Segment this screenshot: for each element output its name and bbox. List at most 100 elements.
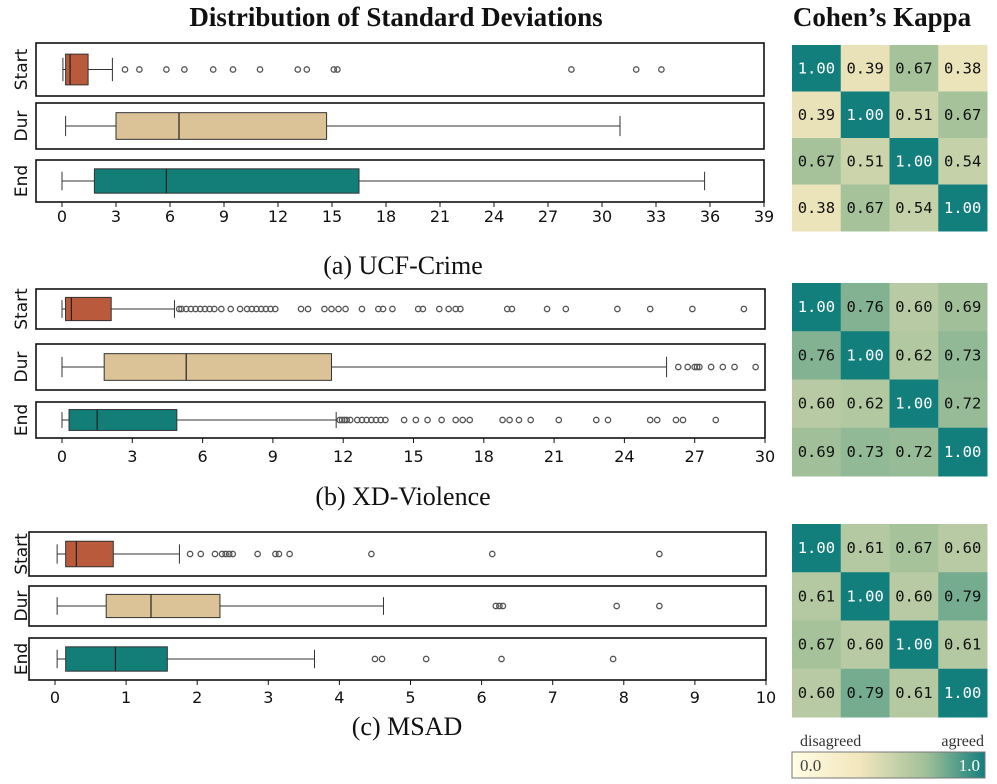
iqr-box: [65, 53, 89, 86]
outlier-point: [267, 305, 274, 313]
heatmap-cell-label: 1.00: [846, 106, 883, 124]
heatmap-cell-label: 1.00: [895, 395, 932, 413]
outlier-point: [254, 550, 261, 558]
outlier-point: [334, 66, 341, 73]
x-axis: 0 3 6 9 12 15 18 21 24 27 30: [57, 438, 775, 466]
heatmap-cell-label: 0.61: [846, 539, 883, 557]
outlier-point: [358, 305, 366, 313]
outlier-point: [338, 416, 346, 424]
outlier-point: [178, 305, 185, 313]
outlier-point: [646, 416, 654, 424]
kappa-heatmap-ucf-crime: 1.00 0.39 0.67 0.38 0.39 1.00 0.51 0.67 0.67 0.51…: [792, 45, 988, 232]
outlier-point: [187, 305, 195, 313]
outlier-point: [186, 550, 194, 558]
outlier-point: [438, 416, 445, 424]
outlier-point: [568, 66, 575, 73]
outlier-point: [555, 416, 563, 424]
row-label-start: Start: [12, 48, 32, 90]
heatmap-cell: [938, 379, 988, 429]
outlier-point: [672, 416, 680, 424]
outlier-point: [374, 305, 382, 313]
outlier-point: [740, 305, 748, 313]
outlier-point: [136, 66, 143, 73]
heatmap-cell: [938, 45, 988, 92]
x-tick-label: 39: [754, 207, 774, 226]
x-tick-label: 18: [474, 447, 494, 466]
outlier-point: [452, 305, 460, 313]
x-tick-label: 12: [268, 207, 288, 226]
outlier-point: [707, 363, 715, 371]
outlier-point: [209, 66, 217, 73]
outlier-point: [229, 66, 237, 73]
outlier-point: [543, 305, 551, 313]
x-tick-label: 6: [477, 688, 487, 707]
x-tick-label: 6: [198, 447, 208, 466]
outlier-point: [655, 550, 663, 558]
heatmap-cell-label: 1.00: [895, 152, 932, 170]
heatmap-cell-label: 0.67: [846, 199, 883, 217]
outlier-point: [336, 416, 344, 424]
x-tick-label: 12: [333, 447, 353, 466]
heatmap-cell: [840, 138, 890, 185]
x-tick-label: 27: [538, 207, 558, 226]
caption-msad: (c) MSAD: [352, 712, 463, 741]
x-tick-label: 15: [322, 207, 342, 226]
heatmap-cell: [938, 524, 988, 573]
heatmap-cell: [792, 620, 842, 670]
outlier-point: [248, 305, 256, 313]
box-chart-msad: Start Dur End 0 1 2 3 4 5 6 7 8 9 10: [12, 531, 776, 707]
heatmap-cell: [938, 283, 988, 332]
heatmap-cell: [889, 283, 939, 332]
outlier-point: [201, 305, 209, 313]
row-label-end: End: [12, 404, 32, 436]
outlier-point: [503, 305, 511, 313]
iqr-box: [65, 540, 114, 568]
row-label-end: End: [12, 643, 32, 675]
outlier-point: [419, 305, 427, 313]
row-end: End: [12, 401, 766, 439]
heatmap-cell: [889, 427, 939, 477]
row-end: End: [12, 159, 765, 203]
outlier-point: [218, 550, 226, 558]
outlier-point: [674, 363, 682, 371]
outlier-point: [181, 66, 188, 73]
heatmap-cell-label: 0.73: [846, 443, 883, 461]
heatmap-cell: [792, 427, 842, 477]
outlier-point: [382, 416, 389, 424]
x-tick-label: 9: [268, 447, 278, 466]
heatmap-cell: [792, 184, 842, 232]
colorbar: disagreed agreed 0.0 1.0: [791, 733, 986, 779]
outlier-point: [227, 305, 235, 313]
row-dur: Dur: [12, 585, 767, 627]
outlier-point: [719, 363, 727, 371]
heatmap-cell: [840, 91, 890, 139]
heatmap-cell-label: 0.60: [944, 539, 981, 557]
heatmap-cell: [792, 524, 842, 573]
x-tick-label: 24: [614, 447, 634, 466]
outlier-point: [192, 305, 199, 313]
outlier-point: [562, 305, 570, 313]
heatmap-cell: [889, 45, 939, 92]
heatmap-cell: [792, 283, 842, 332]
outlier-point: [372, 416, 380, 424]
x-tick-label: 7: [548, 688, 558, 707]
heatmap-cell: [792, 138, 842, 185]
x-tick-label: 3: [111, 207, 121, 226]
heatmap-cell-label: 0.38: [798, 199, 835, 217]
outlier-point: [389, 305, 396, 313]
outlier-point: [527, 416, 535, 424]
heatmap-cell: [840, 283, 890, 332]
iqr-box: [115, 112, 328, 140]
heatmap-cell-label: 0.73: [944, 346, 981, 364]
outlier-point: [499, 602, 507, 610]
outlier-point: [412, 416, 420, 424]
x-axis: 0 1 2 3 4 5 6 7 8 9 10: [50, 680, 776, 707]
outlier-point: [321, 305, 328, 313]
outlier-point: [655, 602, 663, 610]
outlier-point: [496, 602, 503, 610]
outlier-point: [488, 550, 496, 558]
outlier-point: [689, 305, 696, 313]
row-end: End: [12, 637, 767, 681]
heatmap-cell-label: 0.51: [846, 152, 883, 170]
row-frame: [28, 637, 767, 681]
